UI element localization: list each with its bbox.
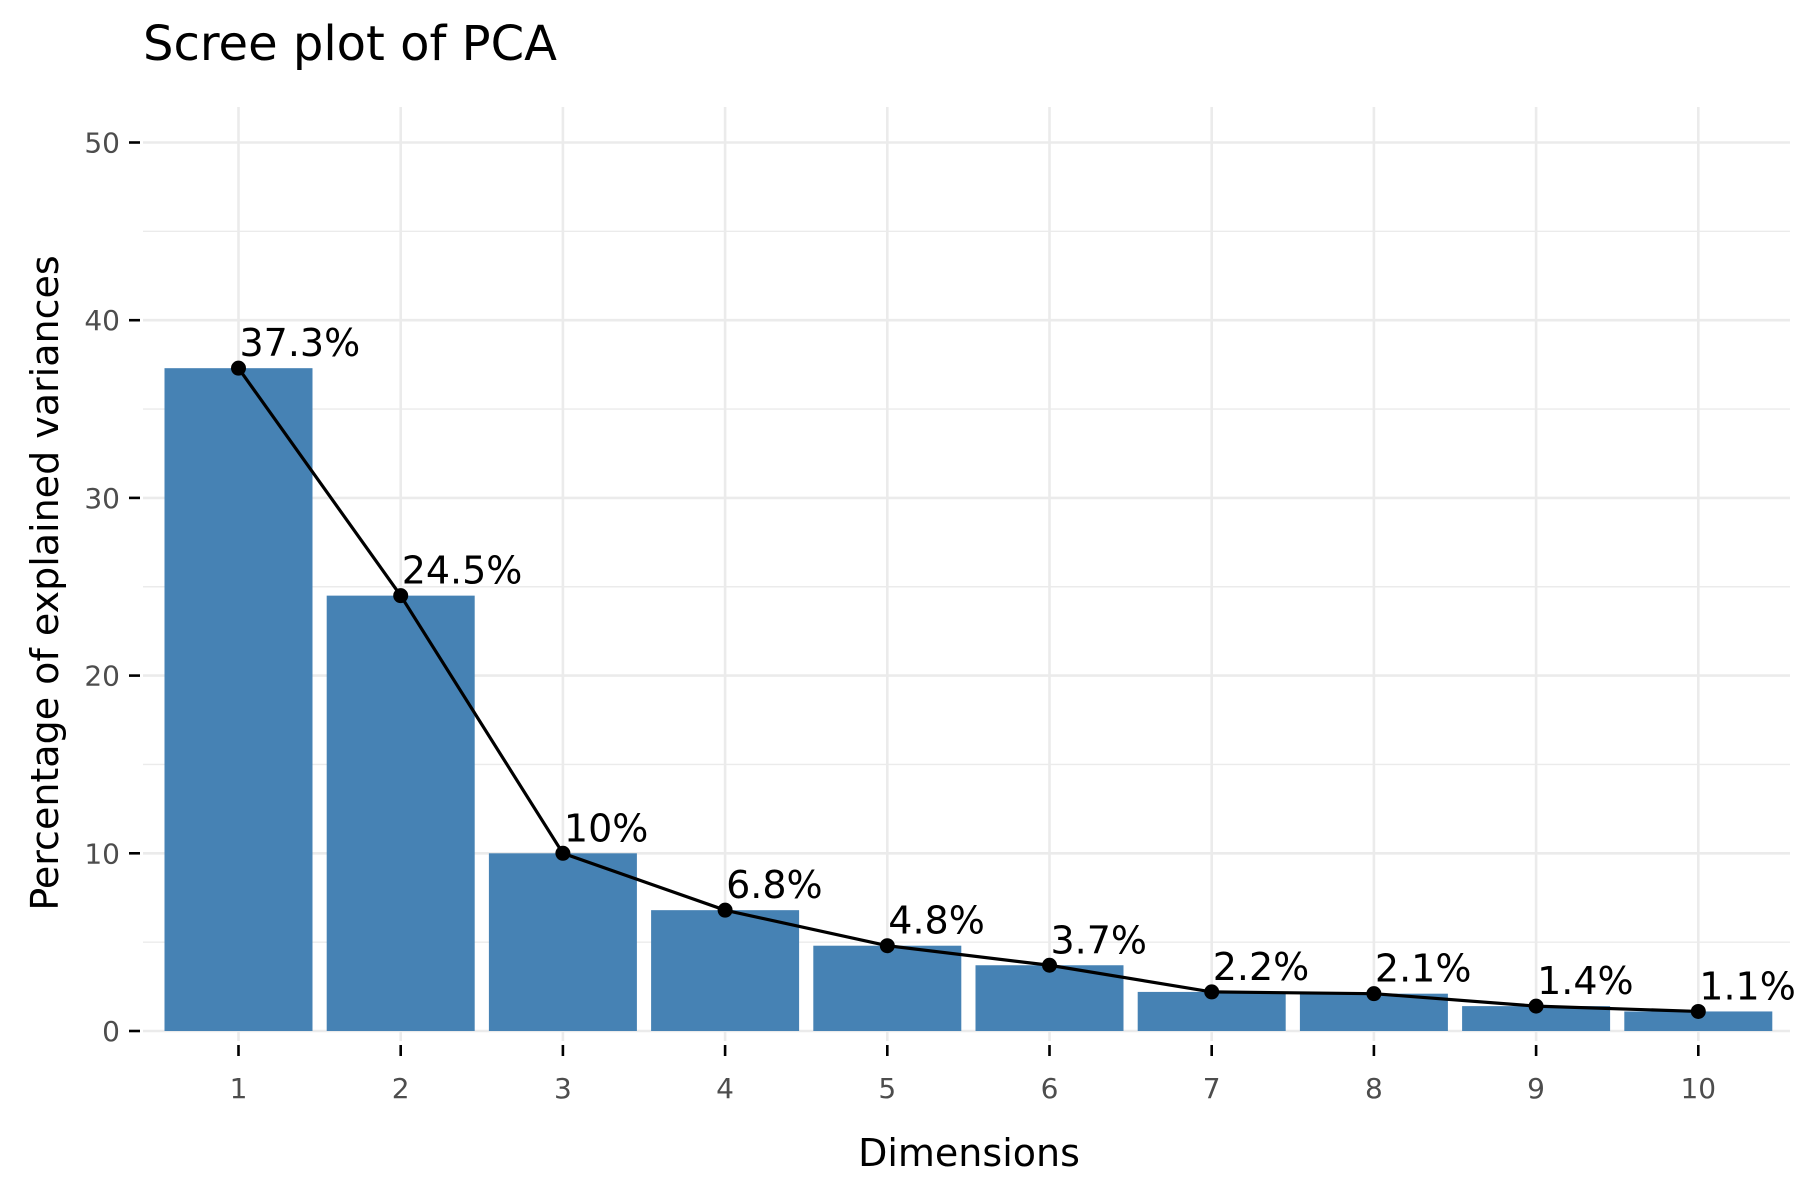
data-point — [393, 588, 409, 604]
series-line — [237, 367, 1699, 1014]
y-tick-label: 30 — [84, 482, 120, 515]
x-tick-label: 5 — [878, 1072, 896, 1105]
bars-layer — [164, 368, 1773, 1032]
x-tick-label: 9 — [1527, 1072, 1545, 1105]
data-label: 37.3% — [240, 321, 361, 365]
data-label: 10% — [564, 806, 648, 850]
data-label: 2.1% — [1375, 947, 1472, 991]
bar — [326, 595, 475, 1031]
data-label: 1.4% — [1537, 959, 1634, 1003]
bar — [813, 945, 962, 1031]
x-tick-label: 6 — [1041, 1072, 1059, 1105]
line-layer — [237, 367, 1699, 1014]
data-point — [231, 360, 246, 376]
data-label: 3.7% — [1051, 918, 1148, 962]
data-point — [1204, 984, 1220, 1000]
y-axis-title: Percentage of explained variances — [23, 255, 67, 910]
x-tick-label: 1 — [230, 1072, 248, 1105]
y-tick-label: 0 — [102, 1015, 120, 1048]
data-label: 2.2% — [1213, 945, 1310, 989]
data-labels-layer: 37.3% 24.5% 10% 6.8% 4.8% 3.7% 2.2% 2.1% 1.4% 1.1… — [240, 321, 1796, 1008]
points-layer — [231, 360, 1706, 1019]
axes-layer: 0 10 20 30 40 50 1 2 3 4 5 6 7 8 9 10 — [84, 127, 1716, 1106]
data-label: 24.5% — [402, 549, 523, 593]
x-tick-label: 10 — [1680, 1072, 1716, 1105]
data-point — [717, 902, 733, 918]
bar — [651, 910, 800, 1031]
bar — [488, 853, 637, 1031]
x-tick-label: 3 — [554, 1072, 572, 1105]
y-tick-label: 10 — [84, 837, 120, 870]
y-tick-label: 50 — [84, 127, 120, 160]
bar — [164, 368, 313, 1032]
data-label: 6.8% — [726, 863, 823, 907]
x-tick-label: 2 — [392, 1072, 410, 1105]
y-tick-label: 20 — [84, 660, 120, 693]
x-tick-label: 4 — [716, 1072, 734, 1105]
chart-title: Scree plot of PCA — [143, 16, 557, 72]
data-label: 1.1% — [1699, 964, 1796, 1008]
data-point — [555, 845, 571, 861]
bar — [1624, 1011, 1773, 1031]
data-point — [1042, 957, 1057, 973]
bar — [975, 965, 1124, 1031]
data-label: 4.8% — [888, 899, 985, 943]
x-axis-title: Dimensions — [858, 1131, 1080, 1175]
x-tick-label: 8 — [1365, 1072, 1383, 1105]
y-tick-label: 40 — [84, 304, 120, 337]
data-point — [1528, 998, 1544, 1014]
data-point — [879, 938, 895, 954]
x-tick-label: 7 — [1203, 1072, 1221, 1105]
data-point — [1366, 986, 1382, 1002]
data-point — [1690, 1003, 1706, 1019]
